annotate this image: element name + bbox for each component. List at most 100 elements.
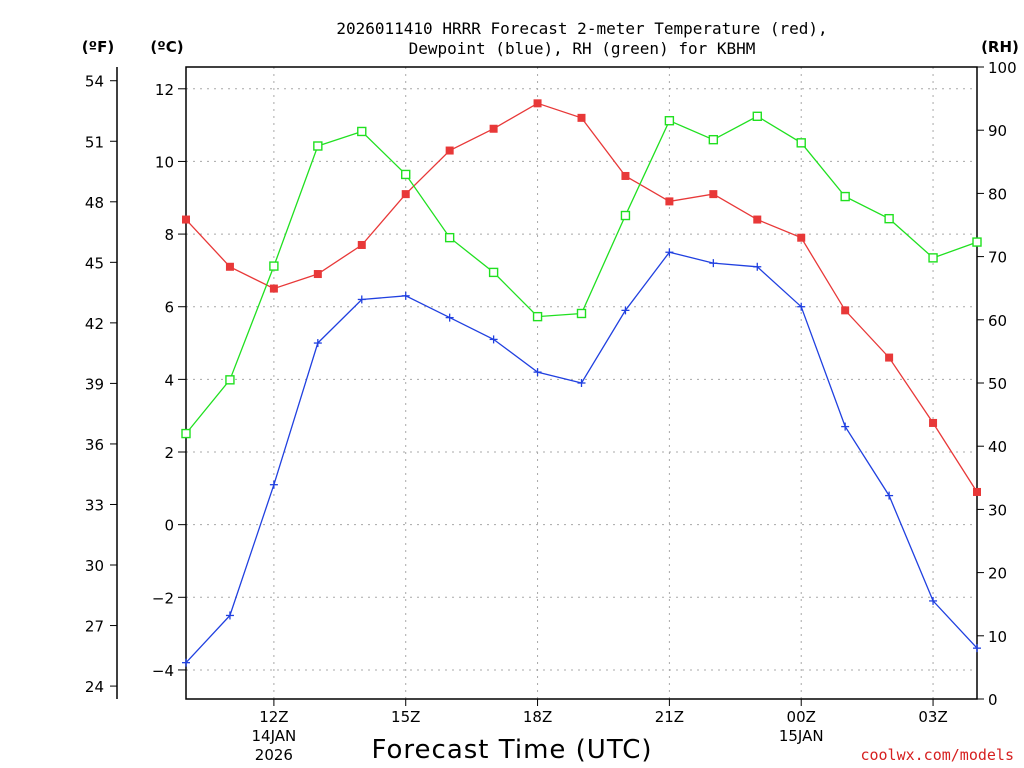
x-tick-sublabel: 2026 — [255, 746, 293, 764]
x-tick-label: 00Z — [787, 708, 816, 726]
rh-tick-label: 80 — [988, 185, 1007, 203]
rh-point — [532, 311, 543, 322]
x-tick-sublabel: 14JAN — [252, 727, 297, 745]
dewpoint-point — [401, 291, 410, 300]
rh-tick-label: 0 — [988, 691, 998, 709]
2-meter-temperature-point — [973, 487, 981, 496]
celsius-tick-label: 10 — [155, 153, 174, 171]
x-tick-label: 12Z — [259, 708, 288, 726]
celsius-tick-label: −2 — [152, 589, 174, 607]
2-meter-temperature-point — [445, 146, 454, 155]
fahrenheit-tick-label: 39 — [85, 375, 104, 393]
chart-title-line-2: Dewpoint (blue), RH (green) for KBHM — [409, 39, 756, 58]
dewpoint-point — [885, 491, 894, 500]
x-tick-sublabel: 15JAN — [779, 727, 824, 745]
rh-point — [313, 141, 323, 151]
rh-point — [357, 126, 367, 137]
dewpoint-point — [841, 422, 850, 431]
rh-point — [752, 111, 762, 121]
data-series — [181, 99, 982, 667]
rh-tick-label: 90 — [988, 122, 1007, 140]
fahrenheit-tick-label: 45 — [85, 254, 104, 272]
rh-point — [576, 308, 587, 319]
2-meter-temperature-point — [929, 418, 938, 427]
celsius-tick-label: −4 — [152, 662, 174, 680]
rh-tick-label: 70 — [988, 249, 1007, 267]
2-meter-temperature-point — [533, 99, 542, 108]
dewpoint-point — [929, 596, 938, 605]
fahrenheit-tick-label: 42 — [85, 315, 104, 333]
celsius-tick-label: 8 — [164, 226, 174, 244]
2-meter-temperature-point — [621, 171, 630, 180]
fahrenheit-tick-label: 54 — [85, 73, 104, 91]
rh-tick-label: 40 — [988, 438, 1007, 456]
2-meter-temperature-point — [225, 262, 234, 271]
rh-point — [928, 253, 938, 263]
celsius-tick-label: 0 — [164, 517, 174, 535]
rh-point — [488, 267, 499, 278]
dewpoint-point — [577, 379, 586, 387]
rh-point — [269, 261, 279, 271]
2-meter-temperature-point — [885, 353, 894, 362]
dewpoint-point — [665, 248, 674, 257]
dewpoint-point — [797, 302, 806, 311]
x-tick-label: 21Z — [655, 708, 684, 726]
fahrenheit-tick-label: 33 — [85, 496, 104, 514]
2-meter-temperature-point — [269, 284, 278, 293]
rh-point — [401, 169, 411, 180]
rh-tick-label: 30 — [988, 501, 1007, 519]
rh-point — [708, 134, 719, 145]
dewpoint-point — [533, 368, 542, 377]
rh-point — [840, 191, 850, 202]
dewpoint-point — [709, 259, 718, 268]
2-meter-temperature-point — [401, 190, 410, 199]
celsius-tick-label: 4 — [164, 371, 174, 389]
dewpoint-point — [621, 306, 630, 315]
series-group — [181, 99, 982, 667]
x-tick-label: 03Z — [918, 708, 947, 726]
dewpoint-point — [973, 644, 981, 653]
rh-tick-label: 20 — [988, 565, 1007, 583]
dewpoint-point — [445, 313, 454, 322]
celsius-tick-label: 2 — [164, 444, 174, 462]
rh-point — [796, 138, 806, 148]
axes: 121086420−2−4545148454239363330272410090… — [85, 59, 1017, 764]
x-axis-title: Forecast Time (UTC) — [371, 735, 652, 765]
fahrenheit-unit-label: (ºF) — [82, 38, 114, 56]
fahrenheit-tick-label: 30 — [85, 557, 104, 575]
2-meter-temperature-point — [182, 215, 190, 224]
rh-point — [181, 428, 191, 439]
rh-point — [444, 232, 455, 243]
rh-unit-label: (RH) — [981, 38, 1019, 56]
rh-point — [225, 375, 235, 385]
2-meter-temperature-point — [753, 215, 762, 224]
celsius-tick-label: 6 — [164, 299, 174, 317]
2-meter-temperature-point — [313, 270, 322, 279]
rh-point — [664, 116, 675, 126]
2-meter-temperature-point — [841, 306, 850, 315]
rh-tick-label: 10 — [988, 628, 1007, 646]
fahrenheit-tick-label: 48 — [85, 194, 104, 212]
rh-point — [884, 213, 894, 224]
2-meter-temperature-point — [357, 240, 366, 249]
2-meter-temperature-point — [489, 124, 498, 133]
rh-tick-label: 50 — [988, 375, 1007, 393]
x-tick-label: 15Z — [391, 708, 420, 726]
dewpoint-point — [225, 611, 234, 620]
rh-tick-label: 60 — [988, 312, 1007, 330]
fahrenheit-tick-label: 51 — [85, 133, 104, 151]
credit-text: coolwx.com/models — [860, 746, 1014, 764]
dewpoint-point — [753, 262, 762, 271]
celsius-tick-label: 12 — [155, 81, 174, 99]
dewpoint-point — [269, 480, 278, 489]
celsius-unit-label: (ºC) — [150, 38, 183, 56]
dewpoint-point — [182, 658, 190, 667]
x-tick-label: 18Z — [523, 708, 552, 726]
dewpoint-point — [357, 295, 366, 304]
2-meter-temperature-point — [797, 233, 806, 242]
fahrenheit-tick-label: 36 — [85, 436, 104, 454]
chart-title-line-1: 2026011410 HRRR Forecast 2-meter Tempera… — [336, 19, 827, 38]
2-meter-temperature-point — [665, 197, 674, 206]
fahrenheit-tick-label: 24 — [85, 678, 104, 696]
